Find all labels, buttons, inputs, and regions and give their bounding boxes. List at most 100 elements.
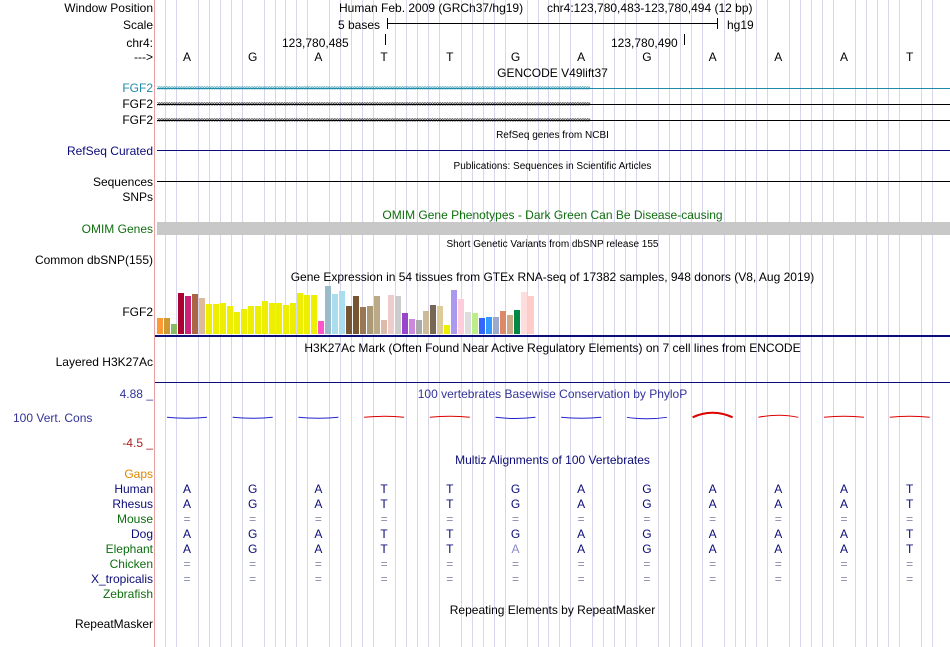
sequences-label[interactable]: Sequences	[92, 175, 153, 189]
ruler-base: A	[708, 50, 717, 64]
gtex-bar[interactable]	[395, 296, 401, 334]
species-label[interactable]: Elephant	[105, 542, 153, 556]
gtex-bar[interactable]	[514, 310, 520, 334]
alignment-base: T	[380, 497, 388, 511]
gtex-bar[interactable]	[304, 295, 310, 334]
gtex-bar[interactable]	[297, 293, 303, 334]
species-label[interactable]: Dog	[130, 527, 153, 541]
gencode-gene-line[interactable]	[157, 120, 950, 121]
dbsnp-label[interactable]: Common dbSNP(155)	[34, 253, 153, 267]
gencode-gene-line[interactable]	[157, 88, 950, 89]
gtex-bar[interactable]	[507, 315, 513, 334]
gtex-bar[interactable]	[479, 318, 485, 334]
gencode-gene-strand[interactable]: ››››››››››››››››››››››››››››››››››››››››…	[157, 116, 591, 124]
gtex-bar[interactable]	[486, 317, 492, 334]
window-position-label: Window Position	[64, 1, 153, 15]
gtex-bar[interactable]	[374, 296, 380, 334]
species-label[interactable]: Zebrafish	[102, 587, 153, 601]
gtex-bar[interactable]	[430, 305, 436, 334]
gtex-bar[interactable]	[157, 318, 163, 334]
alignment-base: =	[774, 557, 782, 571]
gtex-bar[interactable]	[339, 291, 345, 334]
guideline	[876, 0, 878, 647]
gtex-bar[interactable]	[171, 324, 177, 334]
gtex-bar[interactable]	[521, 292, 527, 334]
gtex-bar[interactable]	[192, 294, 198, 334]
gtex-bar[interactable]	[388, 295, 394, 334]
gtex-bar[interactable]	[332, 294, 338, 334]
gtex-label[interactable]: FGF2	[122, 305, 153, 319]
gencode-gene-strand[interactable]: ››››››››››››››››››››››››››››››››››››››››…	[157, 84, 591, 92]
gtex-bar[interactable]	[276, 303, 282, 334]
phylop-label[interactable]: 100 Vert. Cons	[13, 411, 93, 425]
gtex-bar[interactable]	[248, 306, 254, 334]
gtex-bar[interactable]	[360, 307, 366, 334]
repeatmasker-label[interactable]: RepeatMasker	[74, 617, 153, 631]
gtex-bar[interactable]	[206, 304, 212, 334]
gtex-bar[interactable]	[367, 306, 373, 334]
refseq-gene-line[interactable]	[157, 150, 950, 151]
gtex-bar[interactable]	[472, 313, 478, 334]
gtex-bar[interactable]	[458, 299, 464, 334]
alignment-base: A	[839, 482, 848, 496]
gtex-bar[interactable]	[220, 303, 226, 334]
gtex-bar[interactable]	[416, 320, 422, 334]
gencode-gene-label[interactable]: FGF2	[122, 81, 153, 95]
alignment-base: A	[774, 497, 783, 511]
phylop-plot[interactable]	[155, 398, 950, 448]
alignment-base: T	[380, 482, 388, 496]
species-label[interactable]: Chicken	[109, 557, 153, 571]
gtex-bar[interactable]	[528, 296, 534, 334]
gtex-bar[interactable]	[409, 319, 415, 334]
gencode-gene-label[interactable]: FGF2	[122, 97, 153, 111]
alignment-base: A	[577, 542, 586, 556]
gtex-bar[interactable]	[283, 305, 289, 334]
alignment-base: A	[708, 527, 717, 541]
gtex-bar[interactable]	[290, 303, 296, 334]
gtex-bar[interactable]	[346, 306, 352, 334]
omim-bar[interactable]	[157, 222, 950, 235]
species-label[interactable]: Rhesus	[112, 497, 153, 511]
gencode-gene-label[interactable]: FGF2	[122, 113, 153, 127]
gtex-bar[interactable]	[325, 286, 331, 334]
gtex-bar[interactable]	[493, 317, 499, 334]
gtex-bar[interactable]	[318, 321, 324, 334]
species-label[interactable]: Mouse	[116, 512, 153, 526]
gtex-bar[interactable]	[311, 295, 317, 334]
gtex-bar[interactable]	[213, 304, 219, 334]
gtex-bar[interactable]	[423, 311, 429, 334]
gtex-bar[interactable]	[262, 301, 268, 334]
gtex-bar[interactable]	[241, 309, 247, 334]
guideline	[887, 0, 889, 647]
gtex-bar[interactable]	[381, 320, 387, 334]
gencode-gene-strand[interactable]: ››››››››››››››››››››››››››››››››››››››››…	[157, 100, 591, 108]
gtex-bar[interactable]	[500, 311, 506, 334]
gtex-bar[interactable]	[199, 298, 205, 334]
h3k27ac-label[interactable]: Layered H3K27Ac	[55, 355, 153, 369]
gtex-bar[interactable]	[465, 312, 471, 334]
gtex-bar[interactable]	[255, 306, 261, 334]
gtex-bar[interactable]	[185, 296, 191, 334]
gtex-bar[interactable]	[227, 306, 233, 334]
gtex-bar[interactable]	[353, 296, 359, 334]
gaps-label[interactable]: Gaps	[124, 467, 153, 481]
publications-line[interactable]	[157, 181, 950, 182]
gtex-bar[interactable]	[164, 318, 170, 334]
gtex-bar[interactable]	[178, 293, 184, 334]
gtex-bar[interactable]	[234, 312, 240, 334]
omim-label[interactable]: OMIM Genes	[81, 222, 153, 236]
gtex-bar[interactable]	[269, 303, 275, 334]
species-label[interactable]: Human	[114, 482, 153, 496]
gtex-bar[interactable]	[437, 306, 443, 334]
refseq-label[interactable]: RefSeq Curated	[66, 144, 153, 158]
gtex-bar-chart[interactable]	[157, 285, 537, 334]
assembly-text: Human Feb. 2009 (GRCh37/hg19)	[339, 1, 524, 15]
gtex-bar[interactable]	[444, 325, 450, 334]
gtex-bar[interactable]	[402, 313, 408, 334]
phylop-title: 100 vertebrates Basewise Conservation by…	[417, 387, 688, 401]
gencode-gene-line[interactable]	[157, 104, 950, 105]
gtex-bar[interactable]	[451, 290, 457, 334]
species-label[interactable]: X_tropicalis	[90, 572, 153, 586]
snps-label[interactable]: SNPs	[122, 190, 153, 204]
phylop-mark	[429, 415, 470, 418]
